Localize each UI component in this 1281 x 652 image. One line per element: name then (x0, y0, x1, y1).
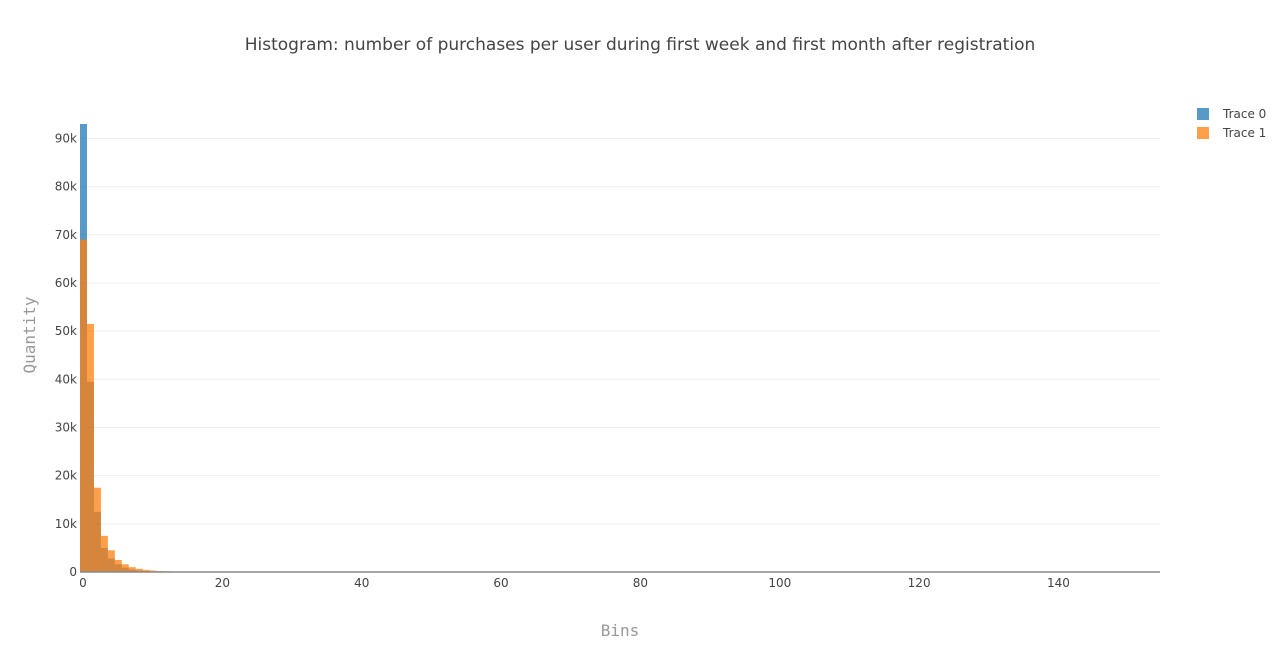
y-tick-label: 40k (55, 372, 77, 386)
x-tick-label: 0 (79, 576, 87, 590)
histogram-bar (135, 568, 143, 572)
histogram-bar (128, 567, 136, 572)
x-tick-label: 60 (493, 576, 508, 590)
x-tick-label: 120 (908, 576, 931, 590)
y-axis-title: Quantity (20, 296, 39, 373)
y-tick-label: 30k (55, 420, 77, 434)
y-tick-label: 70k (55, 228, 77, 242)
histogram-bar (80, 239, 87, 572)
legend[interactable]: Trace 0 Trace 1 (1197, 107, 1266, 140)
y-tick-label: 0 (69, 565, 77, 579)
x-tick-label: 140 (1047, 576, 1070, 590)
x-tick-label: 100 (768, 576, 791, 590)
x-axis-ticks: 0 20 40 60 80 100 120 140 (79, 576, 1070, 590)
histogram-bar (100, 535, 108, 572)
legend-label[interactable]: Trace 0 (1222, 107, 1266, 121)
legend-swatch[interactable] (1197, 127, 1209, 139)
y-tick-label: 10k (55, 517, 77, 531)
histogram-bar (93, 487, 101, 572)
gridlines (80, 137, 1160, 525)
x-tick-label: 20 (215, 576, 230, 590)
y-tick-label: 60k (55, 276, 77, 290)
histogram-bar (121, 564, 129, 572)
histogram-bar (107, 550, 115, 572)
x-tick-label: 40 (354, 576, 369, 590)
legend-label[interactable]: Trace 1 (1222, 126, 1266, 140)
y-tick-label: 50k (55, 324, 77, 338)
histogram-bar (114, 559, 122, 572)
x-tick-label: 80 (633, 576, 648, 590)
chart-title: Histogram: number of purchases per user … (245, 35, 1036, 55)
histogram-bar (142, 569, 150, 572)
legend-swatch[interactable] (1197, 108, 1209, 120)
series-1-bars (80, 239, 185, 572)
y-axis-ticks: 0 10k 20k 30k 40k 50k 60k 70k 80k 90k (55, 131, 77, 579)
y-tick-label: 90k (55, 131, 77, 145)
histogram-bar (86, 323, 94, 572)
x-axis-title: Bins (601, 621, 640, 640)
y-tick-label: 80k (55, 180, 77, 194)
bars (80, 124, 185, 572)
y-tick-label: 20k (55, 469, 77, 483)
